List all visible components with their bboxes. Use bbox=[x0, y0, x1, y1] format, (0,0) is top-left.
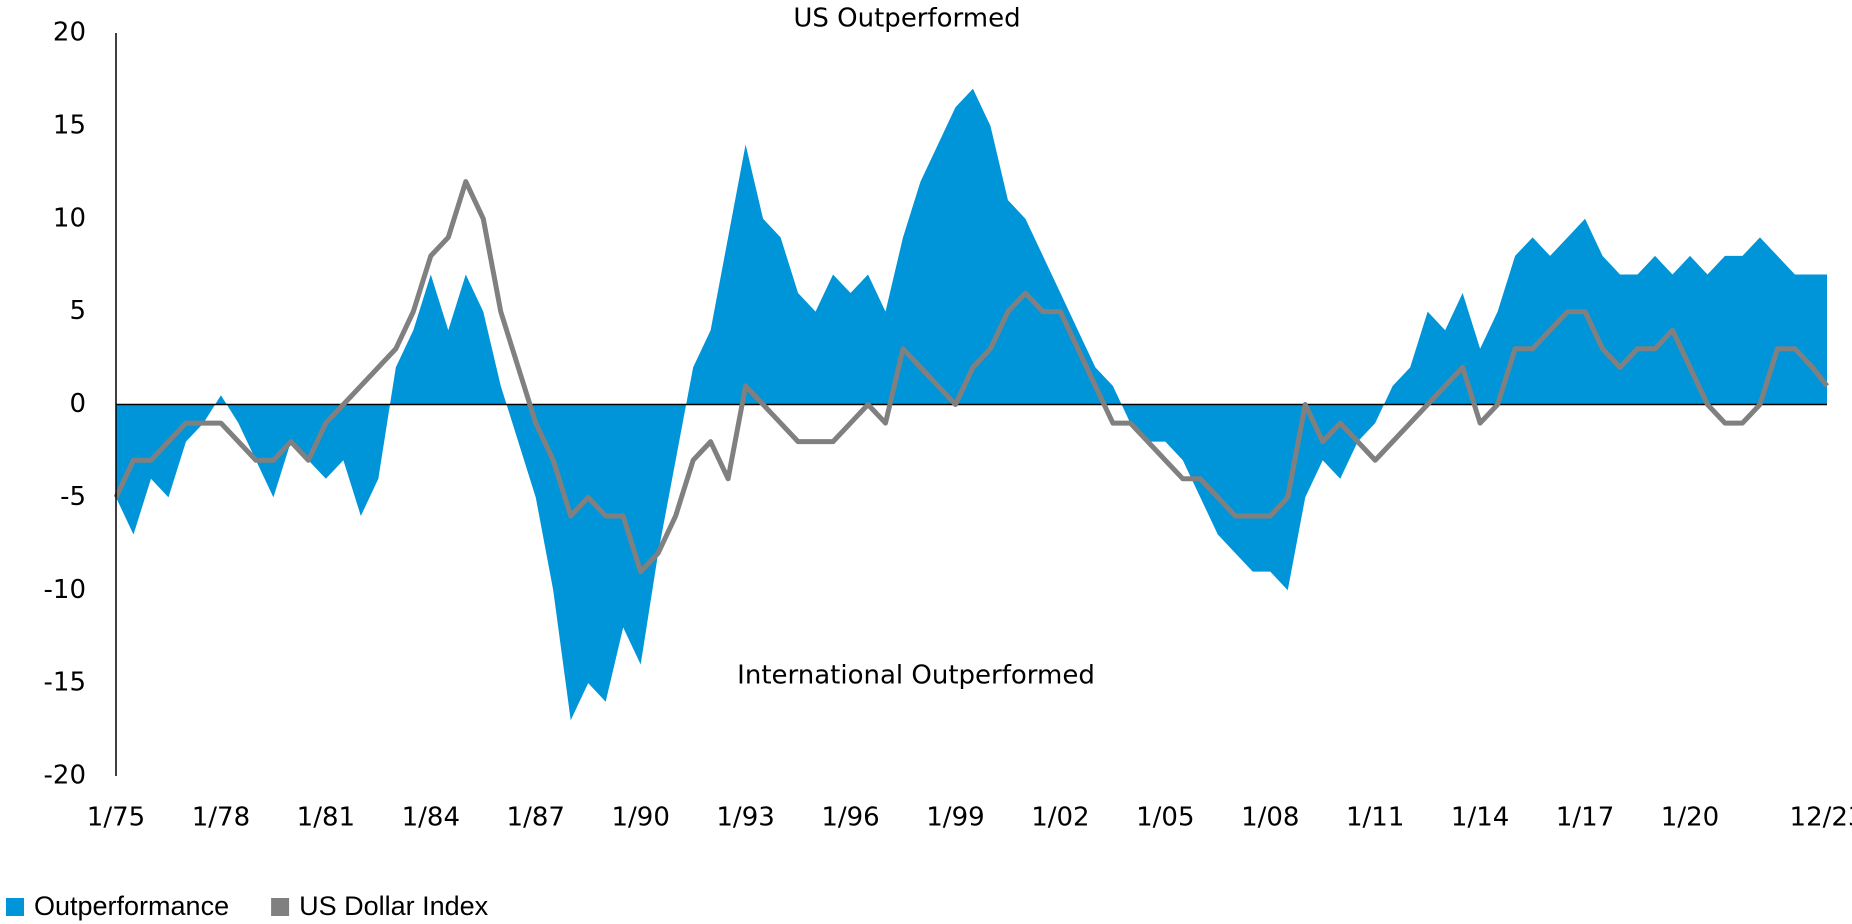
y-tick-label: 10 bbox=[53, 203, 86, 233]
x-tick-label: 1/02 bbox=[1031, 803, 1089, 833]
legend-label: US Dollar Index bbox=[299, 891, 489, 921]
legend-swatch bbox=[271, 898, 290, 916]
x-tick-label: 1/96 bbox=[821, 803, 879, 833]
x-tick-label: 1/93 bbox=[716, 803, 774, 833]
y-tick-label: 15 bbox=[53, 110, 86, 140]
x-tick-label: 1/90 bbox=[611, 803, 669, 833]
legend-swatch bbox=[6, 898, 24, 916]
y-tick-label: 20 bbox=[53, 18, 86, 48]
x-tick-label: 1/05 bbox=[1136, 803, 1194, 833]
x-tick-label: 1/87 bbox=[507, 803, 565, 833]
x-tick-label: 1/75 bbox=[87, 803, 145, 833]
area bbox=[116, 88, 1827, 721]
x-tick-label: 1/20 bbox=[1661, 803, 1719, 833]
y-tick-label: -15 bbox=[44, 668, 86, 698]
y-tick-label: 5 bbox=[69, 296, 86, 326]
annotation: International Outperformed bbox=[737, 661, 1095, 691]
x-tick-label: 1/08 bbox=[1241, 803, 1299, 833]
x-tick-label: 1/99 bbox=[926, 803, 984, 833]
y-tick-label: -20 bbox=[44, 761, 86, 791]
y-tick-label: -5 bbox=[60, 482, 86, 512]
x-tick-label: 12/23 bbox=[1790, 803, 1852, 833]
x-tick-label: 1/81 bbox=[297, 803, 355, 833]
x-tick-label: 1/11 bbox=[1346, 803, 1404, 833]
x-tick-label: 1/84 bbox=[402, 803, 460, 833]
y-tick-label: 0 bbox=[69, 389, 86, 419]
x-tick-label: 1/17 bbox=[1556, 803, 1614, 833]
line bbox=[113, 179, 1829, 575]
legend-label: Outperformance bbox=[34, 891, 229, 921]
annotation: US Outperformed bbox=[793, 4, 1020, 34]
x-tick-label: 1/14 bbox=[1451, 803, 1509, 833]
x-tick-label: 1/78 bbox=[192, 803, 250, 833]
y-tick-label: -10 bbox=[44, 575, 86, 605]
